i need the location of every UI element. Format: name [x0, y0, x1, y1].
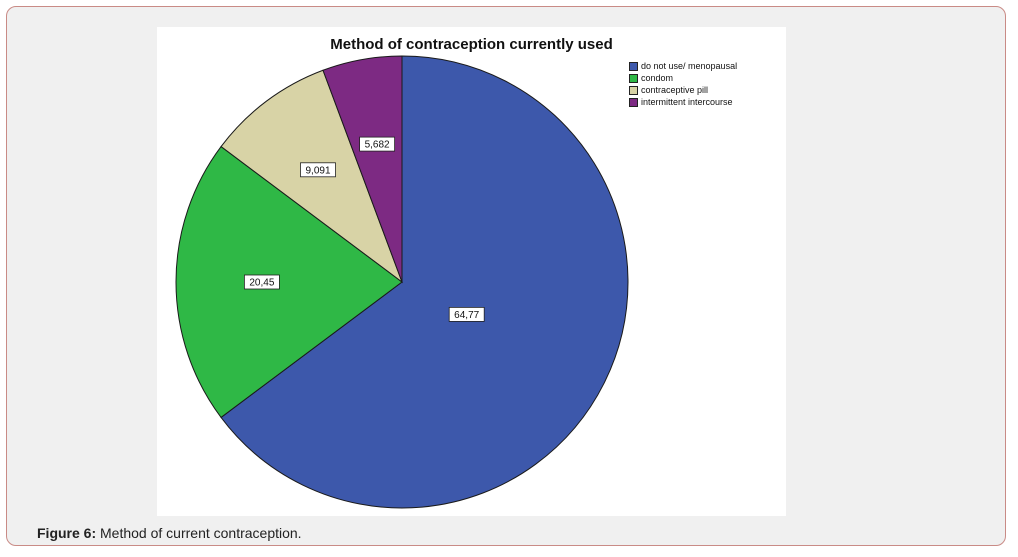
- figure-frame: 64,77 20,45 9,091 5,682 Method of contracep…: [6, 6, 1006, 546]
- legend-item-do-not-use-menopausal: do not use/ menopausal: [629, 60, 737, 72]
- data-label-box: [359, 136, 396, 152]
- pie-chart: 64,77 20,45 9,091 5,682: [175, 55, 629, 509]
- legend-label: condom: [641, 73, 674, 83]
- legend-item-intermittent-intercourse: intermittent intercourse: [629, 96, 737, 108]
- legend-swatch: [629, 97, 638, 107]
- chart-area: 64,77 20,45 9,091 5,682 Method of contracep…: [157, 27, 786, 516]
- data-label-box: [244, 274, 280, 290]
- data-label-text: 5,682: [365, 140, 390, 151]
- pie-slice-condom: [175, 145, 403, 419]
- data-label-box: [300, 162, 336, 178]
- legend-swatch: [629, 85, 638, 95]
- data-label-condom: 20,45: [244, 274, 280, 290]
- data-label-text: 64,77: [454, 310, 479, 321]
- data-label-intermittent-intercourse: 5,682: [359, 136, 396, 152]
- data-label-text: 9,091: [305, 165, 330, 176]
- legend-label: do not use/ menopausal: [641, 61, 738, 71]
- figure-caption-text: Method of current contraception.: [96, 525, 302, 541]
- legend-item-condom: condom: [629, 72, 737, 84]
- chart-legend: do not use/ menopausal condom contraceptiv…: [629, 60, 737, 108]
- data-label-box: [448, 306, 485, 322]
- legend-item-contraceptive-pill: contraceptive pill: [629, 84, 737, 96]
- data-label-contraceptive-pill: 9,091: [300, 162, 336, 178]
- legend-swatch: [629, 73, 638, 83]
- data-label-do-not-use-menopausal: 64,77: [448, 306, 485, 322]
- data-label-text: 20,45: [249, 278, 274, 289]
- legend-swatch: [629, 61, 638, 71]
- pie-slice-intermittent-intercourse: [322, 55, 403, 283]
- figure-caption: Figure 6: Method of current contraceptio…: [37, 525, 302, 541]
- legend-label: contraceptive pill: [641, 85, 709, 95]
- legend-label: intermittent intercourse: [641, 97, 733, 107]
- figure-label: Figure 6:: [37, 525, 97, 541]
- pie-slice-do-not-use-menopausal: [220, 55, 629, 509]
- chart-title: Method of contraception currently used: [330, 36, 613, 53]
